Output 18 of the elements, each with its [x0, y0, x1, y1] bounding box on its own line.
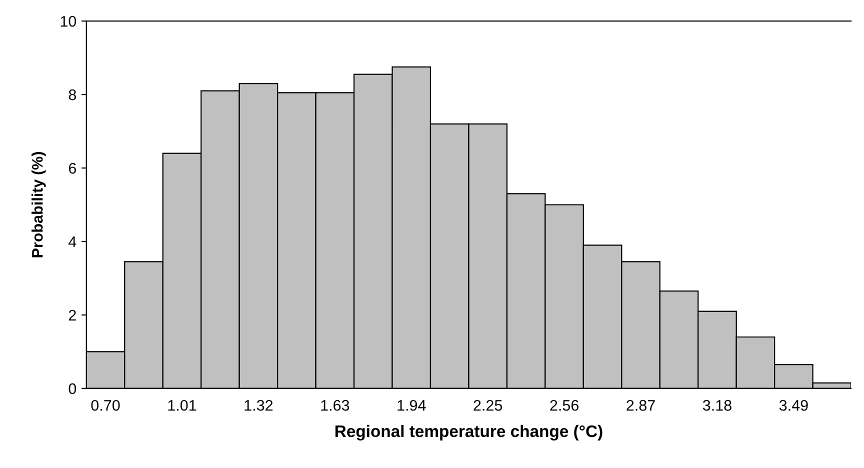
- x-tick-label: 2.56: [550, 400, 578, 411]
- x-tick-label: 3.18: [702, 400, 732, 411]
- x-tick-label: 2.87: [626, 400, 655, 411]
- x-axis-title: Regional temperature change (°C): [335, 424, 602, 441]
- x-tick-label: 0.70: [91, 400, 120, 411]
- x-tick-label: 1.01: [168, 400, 196, 411]
- y-tick-label: 2: [68, 310, 76, 320]
- x-tick-label: 1.32: [244, 400, 273, 411]
- y-tick-label: 6: [68, 162, 76, 174]
- x-tick-label: 2.25: [474, 400, 502, 411]
- y-tick-label: 10: [60, 16, 76, 27]
- x-tick-label: 1.63: [321, 400, 350, 411]
- y-tick-label: 8: [68, 89, 76, 100]
- y-tick-label: 4: [68, 236, 76, 248]
- x-tick-label: 1.94: [398, 400, 426, 411]
- y-tick-label: 0: [68, 383, 76, 394]
- y-axis-title: Probability (%): [32, 152, 46, 258]
- x-tick-label: 3.49: [779, 400, 808, 411]
